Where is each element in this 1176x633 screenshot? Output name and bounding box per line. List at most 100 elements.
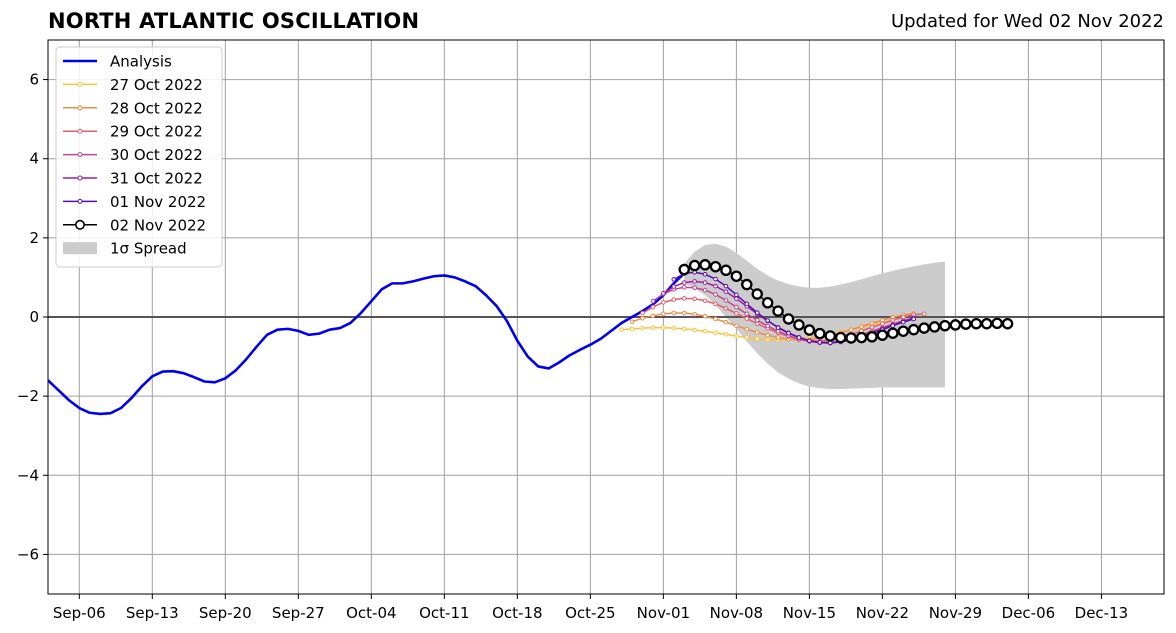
- y-tick-label: 0: [29, 308, 39, 326]
- data-point: [928, 321, 941, 333]
- legend: Analysis 27 Oct 2022 28 Oct 2022 29 Oct 202…: [55, 46, 223, 268]
- data-point: [734, 323, 739, 329]
- data-point: [848, 327, 854, 332]
- data-point: [723, 289, 729, 294]
- data-point: [876, 329, 889, 341]
- data-point: [734, 311, 739, 316]
- data-point: [713, 301, 718, 307]
- legend-marker: [75, 219, 86, 230]
- x-tick-label: Oct-25: [565, 604, 615, 622]
- data-point: [692, 285, 697, 291]
- data-point: [702, 271, 708, 277]
- data-point: [834, 331, 847, 344]
- data-point: [744, 301, 750, 307]
- data-point: [661, 300, 666, 305]
- series-line: [48, 272, 686, 416]
- x-tick-label: Nov-29: [929, 604, 982, 622]
- data-point: [775, 325, 781, 330]
- data-point: [713, 292, 718, 297]
- data-point: [692, 296, 697, 302]
- y-tick-label: −2: [17, 387, 39, 405]
- data-point: [855, 331, 868, 344]
- legend-label: 30 Oct 2022: [110, 146, 203, 164]
- data-point: [671, 284, 677, 289]
- x-tick-label: Nov-22: [856, 604, 909, 622]
- data-point: [650, 298, 656, 304]
- data-point: [681, 310, 687, 316]
- data-point: [671, 325, 677, 331]
- data-point: [702, 313, 708, 319]
- legend-box: [55, 46, 223, 268]
- data-point: [702, 298, 708, 304]
- data-point: [775, 328, 781, 334]
- data-point: [775, 335, 781, 340]
- data-point: [754, 321, 760, 327]
- data-point: [765, 318, 770, 323]
- chart-title: NORTH ATLANTIC OSCILLATION: [48, 9, 420, 33]
- x-tick-label: Sep-27: [272, 604, 325, 622]
- data-point: [880, 317, 885, 323]
- data-point: [671, 297, 677, 302]
- legend-marker: [77, 198, 83, 204]
- data-point: [640, 325, 645, 331]
- data-point: [921, 311, 927, 317]
- data-point: [681, 285, 687, 290]
- data-point: [761, 297, 774, 309]
- data-point: [793, 319, 805, 331]
- data-point: [980, 317, 993, 330]
- data-point: [681, 326, 687, 332]
- x-tick-label: Nov-15: [783, 604, 836, 622]
- data-point: [713, 316, 718, 322]
- x-tick-label: Sep-20: [199, 604, 252, 622]
- data-point: [629, 326, 635, 332]
- data-point: [692, 327, 697, 333]
- data-point: [907, 323, 920, 336]
- data-point: [869, 324, 875, 330]
- data-point: [723, 332, 729, 337]
- data-point: [692, 279, 697, 284]
- data-point: [702, 280, 708, 285]
- data-point: [845, 332, 857, 344]
- data-point: [702, 328, 708, 334]
- legend-label: 31 Oct 2022: [110, 170, 203, 188]
- data-point: [939, 319, 951, 332]
- data-point: [744, 316, 750, 321]
- data-point: [709, 260, 722, 273]
- x-tick-label: Oct-11: [419, 604, 469, 622]
- x-tick-label: Oct-18: [492, 604, 542, 622]
- data-point: [807, 338, 812, 344]
- data-point: [817, 340, 823, 345]
- data-point: [869, 321, 875, 326]
- data-point: [1001, 317, 1014, 330]
- data-point: [650, 325, 656, 330]
- legend-label: 1σ Spread: [110, 240, 187, 258]
- data-point: [814, 327, 826, 340]
- data-point: [890, 317, 896, 323]
- data-point: [723, 283, 729, 289]
- series-line: [631, 312, 914, 341]
- data-point: [754, 336, 760, 342]
- series-line: [642, 297, 925, 342]
- y-tick-label: −6: [17, 545, 39, 563]
- data-point: [960, 318, 972, 330]
- data-point: [765, 337, 770, 342]
- data-point: [640, 315, 645, 321]
- data-point: [765, 332, 770, 338]
- legend-label: 02 Nov 2022: [110, 216, 206, 234]
- data-point: [754, 317, 760, 323]
- data-point: [734, 292, 739, 298]
- data-point: [754, 310, 760, 315]
- data-point: [744, 326, 750, 332]
- data-point: [880, 321, 885, 327]
- data-point: [619, 327, 624, 332]
- data-point: [699, 259, 711, 271]
- data-point: [713, 283, 718, 289]
- data-point: [765, 323, 770, 329]
- data-point: [661, 325, 666, 330]
- data-point: [713, 330, 718, 336]
- data-point: [890, 323, 896, 329]
- data-point: [713, 276, 718, 282]
- data-point: [744, 311, 750, 317]
- data-point: [782, 313, 795, 325]
- data-point: [887, 327, 899, 339]
